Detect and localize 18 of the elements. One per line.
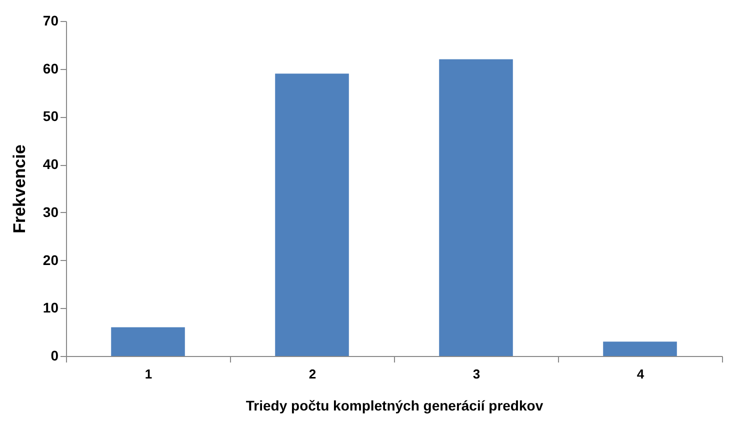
bar xyxy=(603,342,677,356)
y-tick-label: 20 xyxy=(42,252,59,268)
x-tick-label: 1 xyxy=(144,366,152,382)
x-tick-label: 3 xyxy=(472,366,480,382)
y-tick-label: 60 xyxy=(42,60,59,76)
bar xyxy=(439,59,513,356)
y-tick-label: 30 xyxy=(42,204,59,220)
bar xyxy=(275,74,349,356)
bar xyxy=(111,327,185,356)
y-tick-label: 10 xyxy=(42,300,59,316)
x-tick-label: 2 xyxy=(308,366,316,382)
x-axis-title: Triedy počtu kompletných generácií predkov xyxy=(246,398,544,414)
y-tick-label: 50 xyxy=(42,108,59,124)
y-tick-label: 40 xyxy=(42,156,59,172)
y-tick-label: 70 xyxy=(42,12,59,28)
y-axis-title: Frekvencie xyxy=(10,144,29,234)
y-tick-label: 0 xyxy=(50,348,59,364)
x-tick-label: 4 xyxy=(636,366,645,382)
